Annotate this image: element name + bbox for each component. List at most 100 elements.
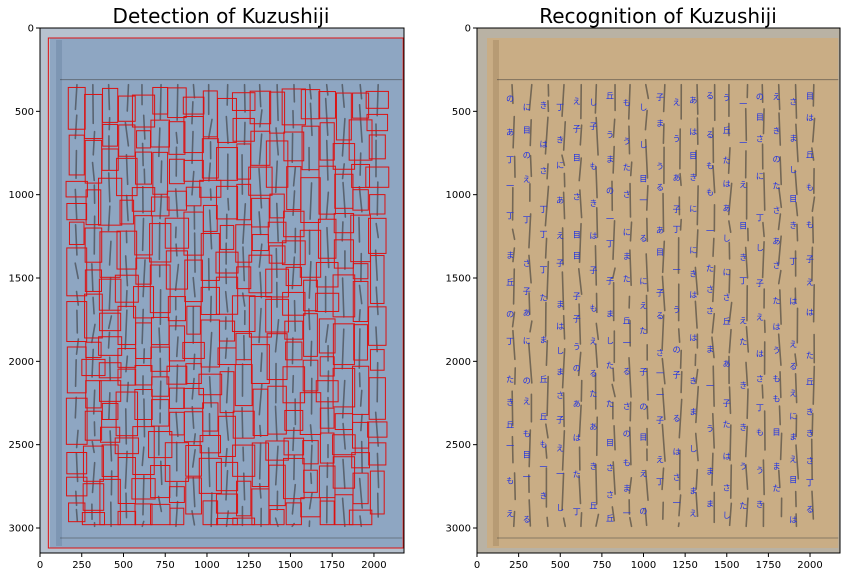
recognition-label: た (739, 502, 747, 511)
recognition-label: る (806, 505, 814, 514)
ink-stroke (762, 108, 765, 135)
detection-box (318, 165, 336, 215)
ink-stroke (259, 424, 262, 438)
recognition-label: ま (556, 300, 564, 309)
detection-box (68, 221, 85, 245)
detection-box (164, 442, 190, 482)
ink-stroke (745, 361, 749, 387)
ink-stroke (611, 383, 616, 398)
ink-stroke (779, 432, 783, 461)
detection-box (149, 223, 172, 263)
recognition-label: き (789, 221, 797, 230)
detection-box (236, 266, 252, 290)
detection-box (282, 366, 306, 404)
detection-box (199, 179, 222, 198)
ink-stroke (745, 464, 749, 490)
detection-box (265, 140, 289, 188)
ink-stroke (627, 83, 631, 120)
ink-stroke (291, 256, 296, 290)
recognition-label: た (773, 182, 781, 191)
ink-stroke (512, 510, 516, 528)
ink-stroke (529, 118, 532, 147)
y-tick-label: 1000 (9, 190, 34, 201)
ink-stroke (375, 222, 380, 239)
recognition-label: え (523, 397, 531, 406)
recognition-label: う (656, 162, 664, 171)
x-tick-label: 0 (474, 560, 480, 571)
recognition-label: 目 (789, 475, 797, 484)
detection-box (283, 437, 305, 456)
recognition-label: 子 (573, 315, 581, 324)
ink-stroke (528, 254, 532, 284)
detection-box (332, 274, 356, 318)
recognition-label: 子 (589, 122, 597, 131)
ink-stroke (207, 447, 211, 488)
detection-box (135, 151, 153, 185)
detection-box (281, 88, 306, 126)
y-tick-label: 1500 (9, 274, 34, 285)
recognition-label: 一 (706, 226, 714, 235)
detection-box (131, 187, 156, 212)
x-tick-label: 2000 (361, 560, 386, 571)
detection-box (332, 323, 355, 366)
detection-box (366, 113, 389, 132)
ink-stroke (159, 460, 163, 486)
recognition-label: 一 (606, 215, 614, 224)
y-tick-label: 1500 (446, 274, 471, 285)
ink-stroke (662, 123, 665, 144)
recognition-label: 子 (806, 255, 814, 264)
recognition-label: も (706, 161, 714, 170)
detection-box (232, 444, 256, 477)
recognition-label: 丁 (539, 205, 547, 214)
ink-stroke (578, 404, 582, 438)
ink-stroke (644, 109, 648, 131)
recognition-label: 子 (673, 205, 681, 214)
detection-box (98, 336, 123, 356)
ink-stroke (242, 203, 247, 244)
detection-box (216, 147, 238, 181)
recognition-label: 目 (573, 154, 581, 163)
recognition-label: ま (773, 462, 781, 471)
recognition-label: 丁 (806, 479, 814, 488)
ink-stroke (260, 352, 263, 373)
detection-box (219, 371, 235, 414)
detection-box (282, 291, 306, 316)
recognition-label: た (806, 351, 814, 360)
x-tick-label: 1250 (236, 560, 261, 571)
ink-stroke (293, 299, 296, 332)
detection-box (303, 279, 318, 312)
ink-stroke (796, 223, 799, 242)
page-binding-edge (492, 40, 499, 546)
recognition-label: 目 (573, 251, 581, 260)
ink-stroke (191, 170, 195, 196)
recognition-label: ま (539, 336, 547, 345)
detection-box (200, 319, 221, 368)
recognition-label: に (689, 204, 697, 213)
ink-stroke (74, 224, 78, 256)
recognition-label: さ (706, 306, 714, 315)
detection-box (165, 250, 189, 290)
ink-stroke (274, 319, 280, 353)
y-tick-label: 2500 (446, 440, 471, 451)
detection-box (134, 503, 153, 526)
recognition-label: 子 (656, 288, 664, 297)
ink-stroke (680, 370, 683, 394)
recognition-label: 丁 (523, 215, 531, 224)
ink-stroke (661, 240, 666, 274)
recognition-label: も (773, 374, 781, 383)
recognition-label: ま (623, 484, 631, 493)
ink-stroke (546, 163, 549, 180)
ink-stroke (794, 372, 798, 404)
recognition-label: ま (606, 310, 614, 319)
recognition-label: ま (656, 119, 664, 128)
ink-stroke (325, 83, 329, 96)
detection-box (219, 224, 235, 250)
recognition-label: た (539, 294, 547, 303)
recognition-label: る (656, 183, 664, 192)
recognition-label: き (689, 377, 697, 386)
detection-box (332, 367, 356, 408)
ink-stroke (309, 182, 313, 220)
ink-stroke (712, 265, 716, 303)
detection-box (267, 221, 287, 244)
